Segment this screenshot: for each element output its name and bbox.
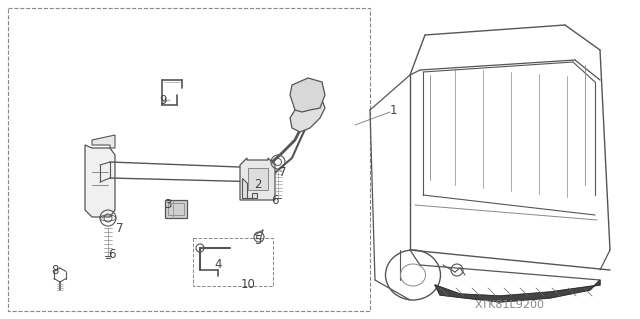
Text: 8: 8 — [51, 263, 59, 277]
Bar — [248, 168, 268, 190]
Bar — [8, 8, 370, 311]
Polygon shape — [290, 78, 325, 112]
Polygon shape — [435, 280, 600, 302]
Bar — [168, 203, 184, 215]
Text: 5: 5 — [254, 234, 262, 247]
Text: 7: 7 — [279, 167, 287, 180]
Polygon shape — [290, 95, 325, 132]
Text: 2: 2 — [254, 179, 262, 191]
Polygon shape — [240, 158, 275, 200]
Text: 10: 10 — [241, 278, 255, 292]
Polygon shape — [242, 178, 257, 198]
Text: 7: 7 — [116, 221, 124, 234]
Polygon shape — [92, 135, 115, 148]
Text: 6: 6 — [108, 249, 116, 262]
Text: 1: 1 — [389, 103, 397, 116]
Text: 6: 6 — [271, 194, 279, 206]
Text: 4: 4 — [214, 258, 221, 271]
Polygon shape — [85, 145, 115, 217]
Bar — [193, 238, 273, 286]
Text: 3: 3 — [164, 198, 172, 211]
Text: XTK81L9200: XTK81L9200 — [475, 300, 545, 310]
Bar — [165, 200, 187, 218]
Text: 9: 9 — [159, 93, 167, 107]
